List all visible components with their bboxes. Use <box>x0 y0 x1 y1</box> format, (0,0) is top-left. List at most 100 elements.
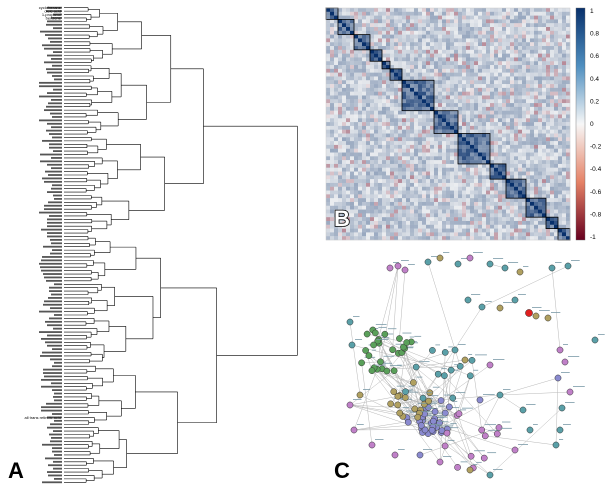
heatmap-cell <box>410 38 415 43</box>
heatmap-cell <box>494 38 499 43</box>
heatmap-cell <box>506 15 511 20</box>
heatmap-cell <box>478 163 483 168</box>
heatmap-cell <box>494 57 499 62</box>
heatmap-cell <box>466 103 471 108</box>
heatmap-cell <box>518 163 523 168</box>
heatmap-cell <box>370 68 375 73</box>
heatmap-cell <box>390 217 395 222</box>
heatmap-cell <box>430 118 435 123</box>
heatmap-cell <box>498 194 503 199</box>
heatmap-cell <box>550 190 555 195</box>
heatmap-cell <box>342 137 347 142</box>
heatmap-cell <box>334 144 339 149</box>
heatmap-cell <box>554 15 559 20</box>
heatmap-cell <box>338 194 343 199</box>
heatmap-cell <box>362 27 367 31</box>
heatmap-cell <box>530 91 535 96</box>
heatmap-cell <box>558 80 563 85</box>
heatmap-cell <box>474 65 479 70</box>
heatmap-cell <box>338 232 343 237</box>
heatmap-cell <box>386 213 391 218</box>
heatmap-cell <box>482 110 487 115</box>
heatmap-cell <box>382 68 387 73</box>
heatmap-cell <box>390 163 395 168</box>
heatmap-cell <box>410 190 415 195</box>
heatmap-cell <box>478 167 483 172</box>
network-node <box>394 262 402 270</box>
heatmap-cell <box>334 137 339 142</box>
heatmap-cell <box>402 84 407 89</box>
heatmap-cell <box>542 95 547 100</box>
heatmap-cell <box>562 232 567 237</box>
heatmap-cell <box>502 129 507 134</box>
network-edge <box>422 306 483 399</box>
heatmap-cell <box>374 141 379 146</box>
heatmap-cell <box>546 141 551 146</box>
network-node-label <box>460 461 468 463</box>
heatmap-cell <box>510 46 515 50</box>
leaf-label-mark <box>50 358 62 361</box>
heatmap-cell <box>326 53 331 58</box>
heatmap-cell <box>490 49 495 54</box>
heatmap-cell <box>362 171 367 176</box>
heatmap-cell <box>558 68 563 73</box>
heatmap-cell <box>542 156 547 161</box>
heatmap-cell <box>562 167 567 172</box>
heatmap-cell <box>434 8 439 12</box>
heatmap-cell <box>462 122 467 127</box>
network-node-label <box>468 354 473 355</box>
heatmap-cell <box>538 122 543 127</box>
heatmap-cell <box>434 194 439 199</box>
heatmap-cell <box>334 156 339 161</box>
heatmap-cell <box>522 129 527 134</box>
heatmap-cell <box>474 160 479 165</box>
heatmap-cell <box>350 175 355 180</box>
heatmap-cell <box>330 182 335 187</box>
heatmap-cell <box>366 30 371 35</box>
heatmap-cell <box>566 163 571 168</box>
heatmap-cell <box>414 30 419 35</box>
heatmap-cell <box>450 106 455 111</box>
heatmap-cell <box>362 68 367 73</box>
heatmap-cell <box>510 133 515 138</box>
heatmap-cell <box>370 122 375 127</box>
heatmap-cell <box>426 91 431 96</box>
heatmap-cell <box>358 8 363 12</box>
heatmap-cell <box>530 144 535 149</box>
heatmap-cell <box>366 106 371 111</box>
heatmap-cell <box>386 95 391 100</box>
heatmap-cell <box>534 23 539 28</box>
heatmap-cell <box>466 205 471 210</box>
heatmap-cell <box>382 209 387 214</box>
heatmap-cell <box>418 34 423 39</box>
heatmap-cell <box>566 129 571 134</box>
heatmap-cell <box>486 106 491 111</box>
heatmap-cell <box>346 27 351 31</box>
heatmap-cell <box>358 220 363 225</box>
heatmap-cell <box>354 213 359 218</box>
heatmap-cell <box>350 46 355 50</box>
heatmap-cell <box>470 236 475 241</box>
heatmap-cell <box>374 118 379 123</box>
leaf-label-mark <box>42 481 62 484</box>
network-node <box>356 391 364 399</box>
leaf-label-mark <box>52 75 62 77</box>
heatmap-cell <box>398 198 403 203</box>
heatmap-cell <box>478 91 483 96</box>
heatmap-cell <box>338 30 343 35</box>
heatmap-cell <box>446 232 451 237</box>
heatmap-cell <box>350 23 355 28</box>
heatmap-cell <box>450 8 455 12</box>
heatmap-cell <box>538 103 543 108</box>
heatmap-cell <box>374 194 379 199</box>
heatmap-cell <box>430 156 435 161</box>
heatmap-cell <box>426 114 431 119</box>
leaf-label-mark <box>41 337 62 340</box>
heatmap-cluster-box <box>457 133 491 165</box>
heatmap-cell <box>554 125 559 130</box>
heatmap-cell <box>402 99 407 104</box>
heatmap-cell <box>362 106 367 111</box>
heatmap-cell <box>398 152 403 157</box>
heatmap-cell <box>542 8 547 12</box>
heatmap-cell <box>514 42 519 47</box>
